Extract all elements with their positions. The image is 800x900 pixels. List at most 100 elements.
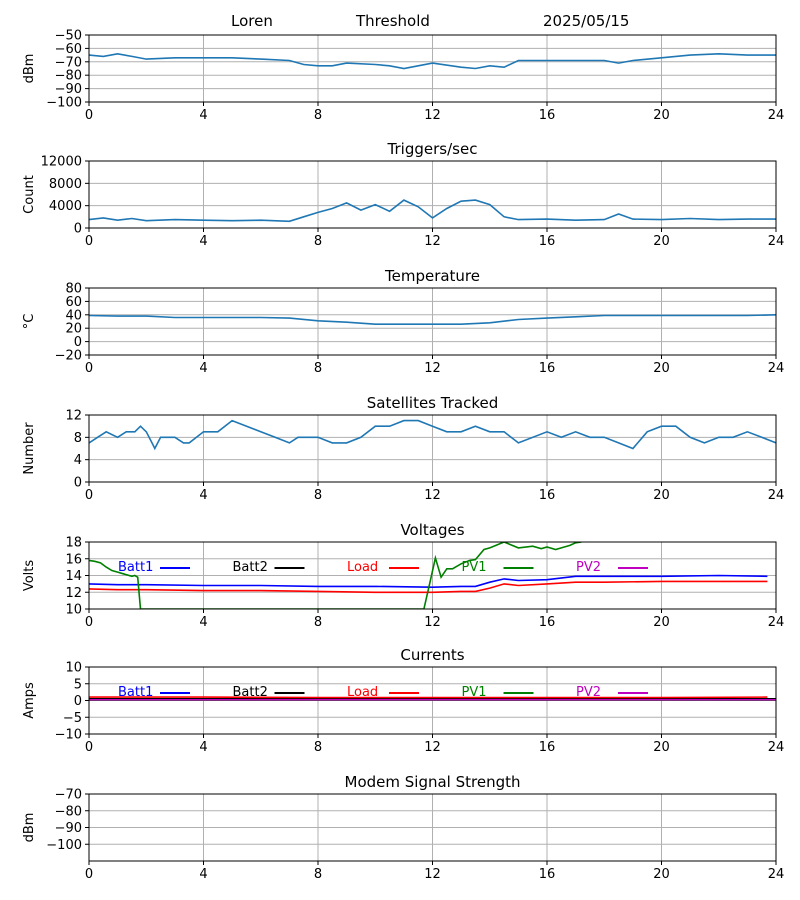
y-tick-label: 8000: [49, 177, 82, 192]
x-tick-label: 20: [653, 234, 670, 249]
header-site: Loren: [231, 12, 273, 30]
series-line: [89, 199, 776, 223]
series-line-load: [89, 580, 768, 594]
y-tick-label: −5: [63, 711, 82, 726]
legend-label-batt1: Batt1: [118, 685, 153, 700]
series-line-pv1: [89, 542, 582, 609]
y-tick-label: 0: [74, 476, 82, 491]
x-tick-label: 16: [539, 361, 556, 376]
y-tick-label: 8: [74, 431, 82, 446]
y-tick-label: 18: [65, 536, 82, 551]
x-tick-label: 0: [85, 234, 93, 249]
x-tick-label: 0: [85, 867, 93, 882]
x-tick-label: 16: [539, 108, 556, 123]
y-tick-label: −70: [55, 55, 82, 70]
x-tick-label: 12: [424, 488, 441, 503]
x-tick-label: 12: [424, 108, 441, 123]
x-tick-label: 8: [314, 615, 322, 630]
legend: Batt1 Batt2 Load PV1 PV2: [118, 685, 648, 700]
y-tick-label: −80: [55, 69, 82, 84]
chart-title: Currents: [400, 646, 464, 664]
series-line: [89, 314, 776, 326]
x-tick-label: 20: [653, 867, 670, 882]
chart-title: Modem Signal Strength: [345, 773, 521, 791]
legend-label-pv1: PV1: [462, 560, 487, 575]
y-axis-label: dBm: [22, 54, 37, 84]
chart-title: Satellites Tracked: [367, 394, 498, 412]
x-tick-label: 12: [424, 740, 441, 755]
y-tick-label: 0: [74, 335, 82, 350]
y-axis-label: Volts: [22, 560, 37, 592]
x-tick-label: 4: [199, 740, 207, 755]
y-tick-label: 0: [74, 222, 82, 237]
x-tick-label: 8: [314, 108, 322, 123]
x-tick-label: 0: [85, 740, 93, 755]
x-tick-label: 24: [768, 867, 785, 882]
x-tick-label: 12: [424, 361, 441, 376]
x-tick-label: 24: [768, 108, 785, 123]
y-tick-label: −60: [55, 42, 82, 57]
y-tick-label: −70: [55, 788, 82, 803]
y-tick-label: 4: [74, 453, 82, 468]
legend: Batt1 Batt2 Load PV1 PV2: [118, 560, 648, 575]
legend-label-load: Load: [347, 560, 378, 575]
y-tick-label: 20: [65, 322, 82, 337]
y-axis-label: Number: [22, 422, 37, 475]
x-tick-label: 0: [85, 488, 93, 503]
y-tick-label: −20: [55, 349, 82, 364]
y-tick-label: 12: [65, 409, 82, 424]
x-tick-label: 20: [653, 108, 670, 123]
x-tick-label: 24: [768, 234, 785, 249]
x-tick-label: 4: [199, 108, 207, 123]
x-tick-label: 4: [199, 488, 207, 503]
header-mode: Threshold: [356, 12, 430, 30]
y-tick-label: 12: [65, 586, 82, 601]
x-tick-label: 16: [539, 234, 556, 249]
y-tick-label: 12000: [41, 155, 82, 170]
legend-label-batt2: Batt2: [233, 560, 268, 575]
x-tick-label: 4: [199, 867, 207, 882]
x-tick-label: 12: [424, 615, 441, 630]
chart-panel-1: 0 4 8 12 16 20 24 −100−90−80−70−60−50 dBm: [22, 29, 784, 124]
legend-label-batt2: Batt2: [233, 685, 268, 700]
legend-label-pv2: PV2: [576, 685, 601, 700]
y-tick-label: 0: [74, 694, 82, 709]
y-tick-label: −90: [55, 82, 82, 97]
x-tick-label: 0: [85, 361, 93, 376]
y-axis-label: °C: [22, 314, 37, 330]
x-tick-label: 12: [424, 234, 441, 249]
y-tick-label: 40: [65, 308, 82, 323]
y-tick-label: −90: [55, 821, 82, 836]
series-line: [89, 52, 776, 70]
x-tick-label: 24: [768, 488, 785, 503]
legend-label-pv1: PV1: [462, 685, 487, 700]
y-tick-label: −100: [46, 838, 82, 853]
x-tick-label: 8: [314, 488, 322, 503]
x-tick-label: 20: [653, 615, 670, 630]
y-tick-label: 10: [65, 661, 82, 676]
y-tick-label: 80: [65, 282, 82, 297]
x-tick-label: 0: [85, 615, 93, 630]
header-date: 2025/05/15: [543, 12, 630, 30]
x-tick-label: 16: [539, 740, 556, 755]
chart-title: Voltages: [400, 521, 464, 539]
y-tick-label: −100: [46, 96, 82, 111]
x-tick-label: 20: [653, 361, 670, 376]
y-axis-label: Amps: [22, 682, 37, 719]
x-tick-label: 8: [314, 740, 322, 755]
series-line-batt1: [89, 574, 768, 589]
legend-label-load: Load: [347, 685, 378, 700]
y-tick-label: −80: [55, 804, 82, 819]
x-tick-label: 16: [539, 488, 556, 503]
legend-label-batt1: Batt1: [118, 560, 153, 575]
y-axis-label: Count: [22, 175, 37, 214]
x-tick-label: 24: [768, 740, 785, 755]
y-tick-label: 5: [74, 677, 82, 692]
chart-title: Triggers/sec: [387, 140, 478, 158]
x-tick-label: 20: [653, 740, 670, 755]
series-line: [89, 419, 776, 451]
